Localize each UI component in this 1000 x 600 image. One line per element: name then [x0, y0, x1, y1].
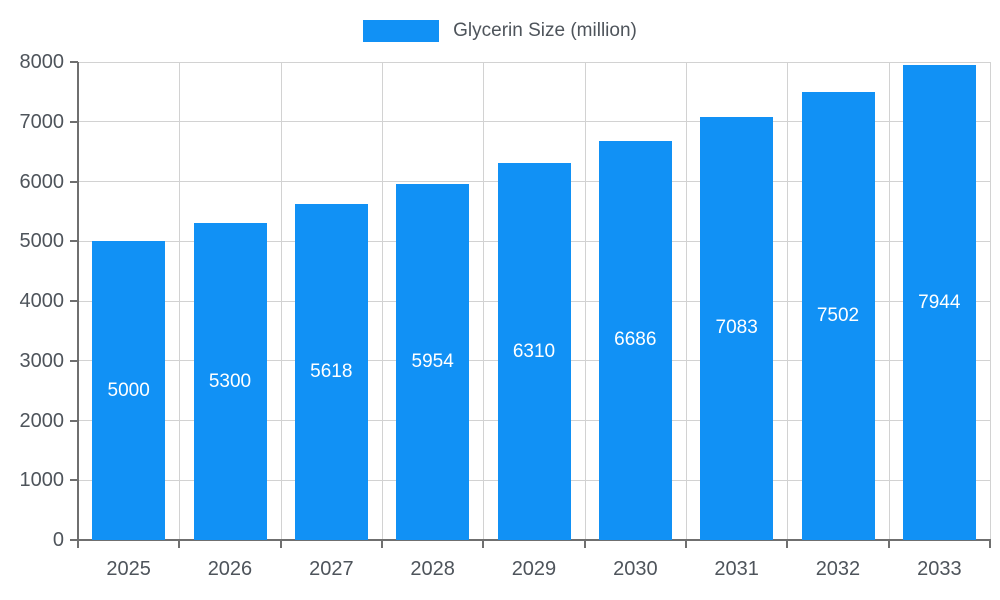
gridline-vertical: [888, 62, 890, 540]
legend-label: Glycerin Size (million): [453, 20, 637, 41]
bar-value-label: 5000: [107, 379, 150, 401]
bar: 5954: [396, 184, 470, 540]
bar: 5618: [294, 204, 368, 540]
bar-value-label: 6310: [512, 340, 556, 362]
legend: Glycerin Size (million): [0, 20, 1000, 42]
y-axis-tick: [70, 120, 78, 123]
y-axis-tick: [70, 61, 78, 63]
gridline-vertical: [685, 62, 687, 540]
x-axis-tick: [888, 540, 890, 548]
gridline-vertical: [280, 62, 282, 540]
x-axis-label: 2029: [511, 558, 557, 580]
plot-area: 0 1000 2000 3000 4000 5000 6000 7000 8000 5000 202…: [20, 51, 991, 580]
bar-value-label: 7502: [816, 304, 860, 326]
x-axis-tick: [786, 540, 788, 548]
x-axis-label: 2031: [714, 558, 759, 580]
bar: 5300: [193, 223, 267, 540]
bar-value-label: 7944: [918, 291, 961, 313]
x-axis-tick: [989, 540, 991, 548]
x-axis-tick: [584, 540, 586, 548]
x-axis-label: 2026: [207, 558, 253, 580]
bar-value-label: 5618: [310, 361, 353, 383]
y-axis-tick: [70, 359, 78, 362]
bar: 7502: [801, 91, 875, 540]
gridline-vertical: [482, 62, 484, 540]
legend-swatch: [363, 20, 440, 42]
y-axis-tick: [70, 300, 78, 302]
x-axis-tick: [685, 540, 687, 548]
x-axis-label: 2033: [917, 558, 962, 580]
y-axis-label: 0: [52, 529, 64, 551]
x-axis-tick: [381, 540, 383, 548]
y-axis-label: 5000: [19, 230, 65, 253]
x-axis-label: 2032: [815, 558, 861, 580]
y-axis-tick: [70, 240, 78, 243]
x-axis-label: 2027: [309, 558, 354, 580]
bar: 7944: [902, 65, 976, 540]
y-axis-tick: [70, 419, 78, 422]
bar-value-label: 7083: [715, 317, 758, 339]
y-axis-label: 1000: [19, 469, 65, 492]
bar-value-label: 5954: [411, 351, 454, 373]
y-axis-label: 6000: [19, 170, 65, 193]
gridline-vertical: [178, 62, 180, 540]
bar: 6686: [598, 140, 672, 540]
bar-value-label: 6686: [614, 329, 657, 351]
bar: 6310: [497, 163, 571, 540]
x-axis-tick: [77, 540, 79, 548]
y-axis-label: 3000: [19, 349, 65, 372]
y-axis-label: 7000: [19, 110, 65, 133]
y-axis-label: 4000: [19, 290, 65, 312]
x-axis-label: 2030: [613, 558, 658, 580]
x-axis-label: 2025: [106, 558, 151, 580]
x-axis-tick: [482, 540, 484, 548]
gridline-vertical: [381, 62, 383, 540]
bar: 5000: [92, 241, 166, 541]
gridline-horizontal: [78, 61, 990, 63]
y-axis-line: [77, 62, 79, 540]
gridline-vertical: [584, 62, 586, 540]
x-axis-tick: [280, 540, 282, 548]
gridline-horizontal: [78, 121, 990, 123]
y-axis-tick: [70, 479, 78, 482]
bar: 7083: [700, 116, 774, 540]
y-axis-label: 8000: [19, 51, 65, 73]
x-axis-label: 2028: [410, 558, 455, 580]
x-axis-line: [77, 539, 991, 541]
x-axis-tick: [178, 540, 180, 548]
y-axis-tick: [70, 539, 78, 541]
bar-value-label: 5300: [208, 370, 252, 392]
gridline-vertical: [786, 62, 788, 540]
y-axis-label: 2000: [19, 409, 65, 432]
gridline-vertical: [989, 62, 991, 540]
y-axis-tick: [70, 180, 78, 183]
